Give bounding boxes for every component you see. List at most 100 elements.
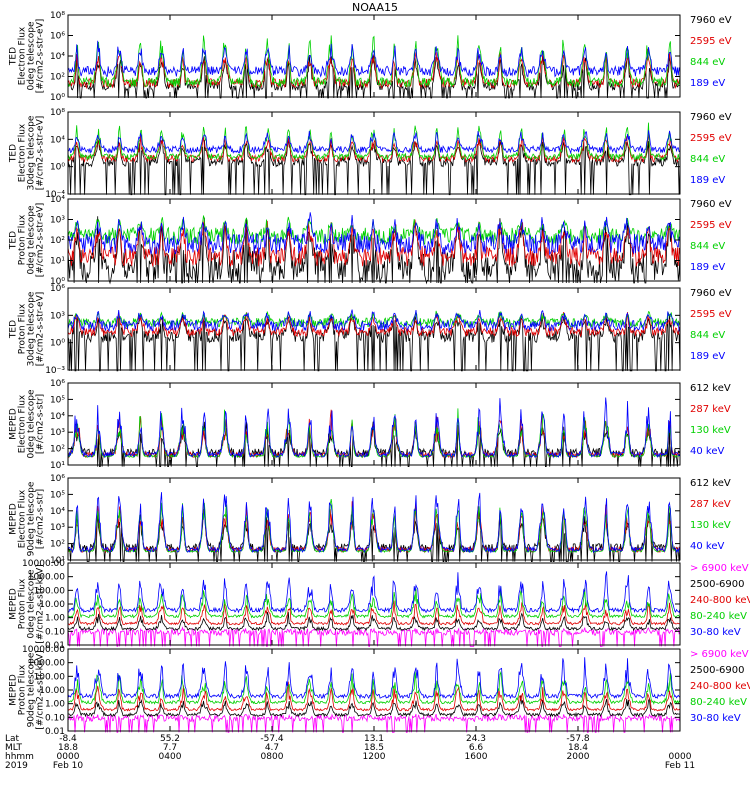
legend-entry: 130 keV bbox=[690, 520, 731, 531]
y-axis-label-line: TED bbox=[9, 47, 19, 66]
y-axis-label-line: MEPED bbox=[9, 408, 19, 440]
x-tick-label-hhmm: 1600 bbox=[465, 752, 488, 762]
y-tick-label: 0.10 bbox=[45, 713, 65, 723]
series-line-80-240-kev bbox=[67, 586, 681, 619]
y-tick-label: 10² bbox=[50, 73, 65, 83]
y-axis-label: TEDElectron Flux0deg telescope[#/cm2-s-s… bbox=[9, 19, 46, 94]
y-axis-label-line: Proton Flux bbox=[18, 664, 28, 715]
legend-entry: 40 keV bbox=[690, 446, 724, 457]
y-tick-label: 10⁴ bbox=[50, 52, 65, 62]
y-axis-label-line: 30deg telescope bbox=[27, 115, 37, 190]
panel-8: 0.010.101.0010.00100.001000.0010000.00ME… bbox=[9, 645, 750, 737]
y-tick-label: 10³ bbox=[50, 523, 65, 533]
legend-entry: 2500-6900 bbox=[690, 665, 745, 676]
series-line-40-kev bbox=[67, 397, 681, 459]
series-line-2595-ev bbox=[67, 133, 681, 164]
x-tick-label-hhmm: 0800 bbox=[261, 752, 284, 762]
legend-entry: 40 keV bbox=[690, 541, 724, 552]
y-axis-label-line: [#/cm2-s-str-keV] bbox=[36, 564, 46, 643]
y-tick-label: 10⁰ bbox=[50, 163, 65, 173]
y-tick-label: 10⁰ bbox=[50, 339, 65, 349]
y-tick-label: 10⁶ bbox=[50, 379, 65, 389]
legend-entry: 844 eV bbox=[690, 154, 725, 165]
y-tick-label: 10.00 bbox=[39, 600, 65, 610]
series-line-189-ev bbox=[67, 309, 681, 333]
y-axis-label-line: Electron Flux bbox=[18, 26, 28, 85]
x-tick-label-lat: 13.1 bbox=[364, 734, 384, 744]
legend-entry: 189 eV bbox=[690, 351, 725, 362]
x-tick-label-date: Feb 10 bbox=[53, 761, 84, 771]
y-tick-label: 10⁵ bbox=[50, 395, 65, 405]
legend-entry: 844 eV bbox=[690, 57, 725, 68]
legend-entry: 80-240 keV bbox=[690, 611, 747, 622]
y-axis-label-line: [#/cm2-s-str-eV] bbox=[36, 116, 46, 191]
x-tick-label-lat: 55.2 bbox=[160, 734, 180, 744]
series-line--6900-kev bbox=[67, 713, 681, 733]
panel-4: 10⁻³ 10⁰ 10³ 10⁶ TEDProton Flux30deg telesco… bbox=[9, 284, 732, 376]
x-tick-label-hhmm: 0000 bbox=[669, 752, 692, 762]
y-tick-label: 10⁻³ bbox=[45, 366, 65, 376]
legend-entry: 612 keV bbox=[690, 478, 731, 489]
legend-entry: 2595 eV bbox=[690, 309, 732, 320]
y-axis-label-line: [#/cm2-s-str-eV] bbox=[36, 19, 46, 94]
x-tick-label-lat: 24.3 bbox=[466, 734, 486, 744]
legend-entry: 189 eV bbox=[690, 175, 725, 186]
x-row-label: MLT bbox=[5, 743, 23, 753]
y-tick-label: 10⁵ bbox=[50, 490, 65, 500]
y-tick-label: 10³ bbox=[50, 428, 65, 438]
x-tick-label-lat: -57.4 bbox=[260, 734, 284, 744]
series-line-189-ev bbox=[67, 40, 681, 78]
y-axis-label-line: 90deg telescope bbox=[27, 652, 37, 727]
legend-entry: 189 eV bbox=[690, 78, 725, 89]
x-tick-label-lat: -8.4 bbox=[59, 734, 77, 744]
y-axis-label: MEPEDElectron Flux90deg telescope[#/cm2-… bbox=[9, 481, 46, 556]
series-line-240-800-kev bbox=[67, 681, 681, 712]
y-axis-label-line: [#/cm2-s-str-eV] bbox=[36, 203, 46, 278]
legend-entry: 240-800 keV bbox=[690, 595, 750, 606]
legend-entry: 130 keV bbox=[690, 425, 731, 436]
x-tick-label-hhmm: 2000 bbox=[567, 752, 590, 762]
y-tick-label: 10⁰ bbox=[50, 93, 65, 103]
y-tick-label: 10⁶ bbox=[50, 284, 65, 294]
y-axis-label-line: Proton Flux bbox=[18, 578, 28, 629]
y-axis-label-line: 0deg telescope bbox=[27, 21, 37, 91]
legend-entry: 240-800 keV bbox=[690, 681, 750, 692]
y-axis-label-line: Proton Flux bbox=[18, 303, 28, 354]
x-tick-label-hhmm: 0400 bbox=[159, 752, 182, 762]
y-tick-label: 1000.00 bbox=[28, 659, 65, 669]
legend-entry: 7960 eV bbox=[690, 112, 732, 123]
legend-entry: > 6900 keV bbox=[690, 649, 749, 660]
legend-entry: 287 keV bbox=[690, 499, 731, 510]
y-axis-label-line: 0deg telescope bbox=[27, 389, 37, 459]
x-tick-label-mlt: 6.6 bbox=[469, 743, 484, 753]
series-line-80-240-kev bbox=[67, 670, 681, 705]
panel-7: 0.010.101.0010.00100.001000.0010000.00ME… bbox=[9, 559, 750, 651]
y-tick-label: 10⁴ bbox=[50, 412, 65, 422]
y-tick-label: 1.00 bbox=[45, 700, 65, 710]
legend-entry: 2595 eV bbox=[690, 220, 732, 231]
y-tick-label: 100.00 bbox=[34, 586, 66, 596]
y-axis-label: MEPEDProton Flux0deg telescope[#/cm2-s-s… bbox=[9, 564, 46, 643]
panel-3: 10⁰ 10¹ 10² 10³ 10⁴ TEDProton Flux0deg telesc… bbox=[9, 195, 732, 287]
y-axis-label: TEDProton Flux30deg telescope[#/cm2-s-st… bbox=[9, 291, 46, 366]
x-tick-label-date: Feb 11 bbox=[665, 761, 695, 771]
series-line-844-ev bbox=[67, 35, 681, 88]
series-line-2595-ev bbox=[67, 311, 681, 338]
series-line-240-800-kev bbox=[67, 600, 681, 626]
y-tick-label: 10³ bbox=[50, 311, 65, 321]
y-tick-label: 10⁴ bbox=[50, 195, 65, 205]
series-line-2595-ev bbox=[67, 219, 681, 267]
series-line-189-ev bbox=[67, 212, 681, 256]
x-row-label: hhmm bbox=[5, 752, 34, 762]
series-line-2500-6900 bbox=[67, 695, 681, 718]
legend-entry: 7960 eV bbox=[690, 288, 732, 299]
x-tick-label-hhmm: 0000 bbox=[57, 752, 80, 762]
y-axis-label-line: Electron Flux bbox=[18, 123, 28, 182]
y-tick-label: 1.00 bbox=[45, 614, 65, 624]
panel-5: 10¹ 10² 10³ 10⁴ 10⁵ 10⁶ MEPEDElectron Flux0deg… bbox=[9, 379, 731, 471]
y-tick-label: 10⁻⁴ bbox=[45, 190, 65, 200]
y-tick-label: 0.10 bbox=[45, 627, 65, 637]
y-axis-label-line: Electron Flux bbox=[18, 394, 28, 453]
y-axis-label: TEDProton Flux0deg telescope[#/cm2-s-str… bbox=[9, 203, 46, 278]
